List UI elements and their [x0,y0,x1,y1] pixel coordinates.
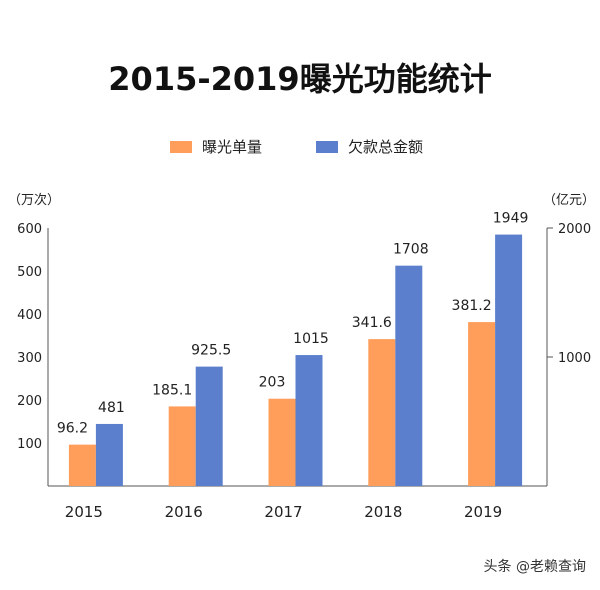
bar-debt [495,234,523,486]
x-tick-label: 2017 [264,503,302,521]
legend-label-exposure: 曝光单量 [202,138,262,156]
left-tick-label: 500 [17,265,42,280]
x-tick-label: 2016 [165,503,203,521]
bar-exposure [168,406,196,486]
data-label-exposure: 185.1 [152,382,192,398]
data-label-exposure: 341.6 [352,315,392,331]
watermark: 头条 @老赖查询 [483,559,586,575]
bar-exposure [468,322,496,486]
data-label-exposure: 381.2 [452,298,492,314]
bars [68,234,523,486]
bar-labels: 96.2 481 185.1 925.5 203 1015 341.6 1708 381.2 19… [57,211,529,437]
bar-debt [95,423,123,486]
bar-exposure [368,339,396,486]
data-label-exposure: 203 [259,375,286,391]
x-tick-label: 2019 [464,503,502,521]
data-label-debt: 925.5 [191,343,231,359]
legend: 曝光单量 欠款总金额 [170,138,423,156]
data-label-debt: 481 [98,400,125,416]
data-label-debt: 1708 [393,242,429,258]
left-tick-label: 400 [17,308,42,323]
right-axis-ticks: 1000 2000 [547,222,591,366]
legend-swatch-debt [316,141,338,153]
x-axis-ticks: 2015 2016 2017 2018 2019 [65,503,502,521]
data-label-debt: 1949 [493,211,529,227]
left-tick-label: 200 [17,394,42,409]
left-axis-unit: （万次） [8,192,60,208]
data-label-exposure: 96.2 [57,421,88,437]
right-axis-unit: （亿元） [543,193,595,208]
bar-debt [395,265,423,486]
left-axis-ticks: 100 200 300 400 500 600 [17,222,42,452]
left-tick-label: 300 [17,351,42,366]
bar-debt [195,366,223,486]
left-tick-label: 600 [17,222,42,237]
data-label-debt: 1015 [293,331,329,347]
x-tick-label: 2018 [364,503,402,521]
bar-exposure [68,444,96,486]
chart-title: 2015-2019曝光功能统计 [108,60,491,98]
legend-swatch-exposure [170,141,192,153]
bar-exposure [268,398,296,486]
left-tick-label: 100 [17,437,42,452]
bar-debt [295,355,323,486]
right-tick-label: 2000 [558,222,591,237]
legend-label-debt: 欠款总金额 [348,138,423,156]
x-tick-label: 2015 [65,503,103,521]
right-tick-label: 1000 [558,351,591,366]
